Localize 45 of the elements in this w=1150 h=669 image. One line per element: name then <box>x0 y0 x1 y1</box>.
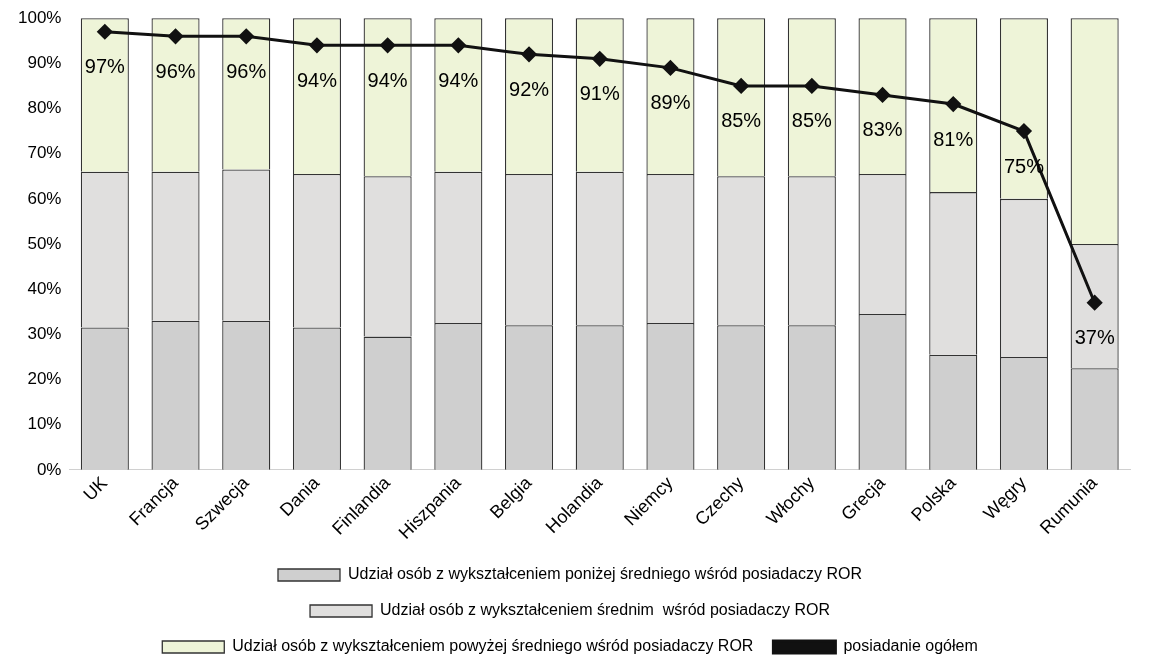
data-label: 92% <box>509 77 550 100</box>
point <box>380 37 396 53</box>
data-label: 85% <box>721 109 762 132</box>
y-tick-label: 70% <box>27 143 62 163</box>
y-tick-label: 30% <box>27 324 62 344</box>
data-label: 96% <box>226 59 267 82</box>
point <box>1087 295 1103 311</box>
point <box>875 87 891 103</box>
y-tick-label: 50% <box>27 233 62 253</box>
y-tick-label: 100% <box>18 7 62 27</box>
data-label: 94% <box>438 68 479 91</box>
data-label: 85% <box>791 109 833 132</box>
y-tick-label: 40% <box>27 278 62 298</box>
point <box>945 96 961 112</box>
y-tick-label: 10% <box>27 414 62 434</box>
data-label: 81% <box>933 127 974 150</box>
point <box>238 28 254 44</box>
point <box>1016 123 1032 139</box>
point <box>592 51 608 67</box>
legend-label: posiadanie ogółem <box>843 637 978 655</box>
point <box>804 78 820 94</box>
legend-label: Udział osób z wykształceniem powyżej średniego wśród posiadaczy ROR <box>232 637 754 655</box>
y-tick-label: 20% <box>27 369 62 389</box>
y-tick-label: 90% <box>27 53 62 73</box>
point <box>521 46 537 62</box>
point <box>309 37 325 53</box>
point <box>733 78 749 94</box>
x-tick-label: UK <box>79 472 112 505</box>
data-label: 37% <box>1074 326 1115 349</box>
data-label: 94% <box>367 68 408 91</box>
data-label: 94% <box>296 68 338 91</box>
point <box>450 37 466 53</box>
y-tick-label: 60% <box>27 188 62 208</box>
y-tick-label: 0% <box>36 459 62 479</box>
point <box>168 28 184 44</box>
data-label: 83% <box>862 118 903 141</box>
y-tick-label: 80% <box>27 98 62 118</box>
data-label: 97% <box>84 55 126 78</box>
data-label: 91% <box>579 82 620 105</box>
data-label: 96% <box>155 59 196 82</box>
data-label: 89% <box>650 91 691 114</box>
point <box>662 60 678 76</box>
point <box>97 24 113 40</box>
legend-label: Udział osób z wykształceniem średnim wśród posiadaczy ROR <box>380 601 830 619</box>
legend-label: Udział osób z wykształceniem poniżej średniego wśród posiadaczy ROR <box>348 565 863 583</box>
